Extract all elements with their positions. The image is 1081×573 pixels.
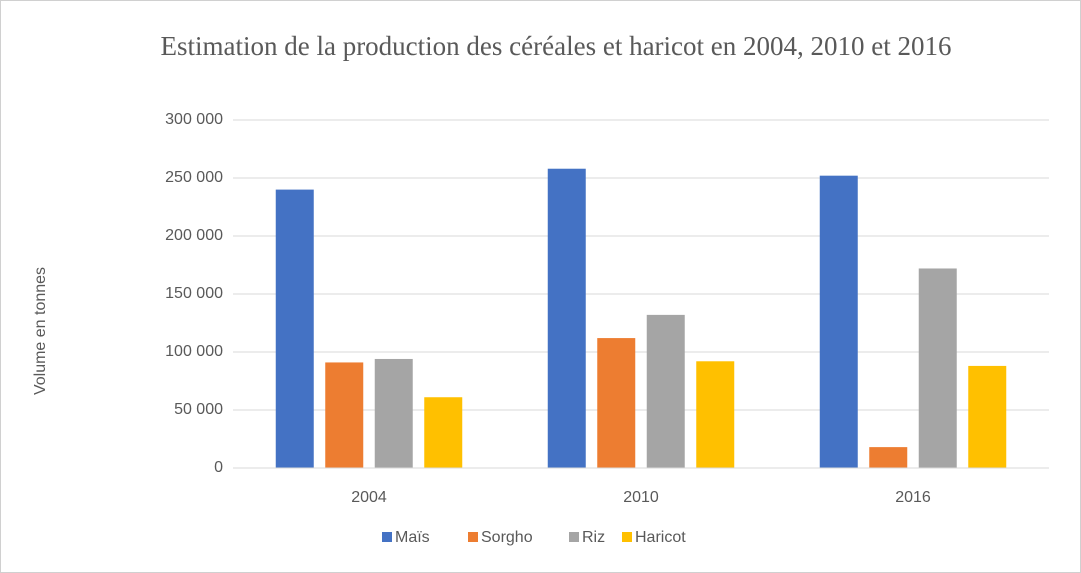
- legend-label: Riz: [582, 529, 605, 546]
- bar: [819, 175, 858, 468]
- legend-swatch: [569, 532, 579, 542]
- legend-swatch: [468, 532, 478, 542]
- chart-title: Estimation de la production des céréales…: [160, 31, 952, 61]
- bar: [275, 189, 314, 468]
- bar: [424, 397, 463, 468]
- bar: [374, 358, 413, 468]
- y-tick-label: 0: [214, 459, 223, 476]
- y-tick-label: 50 000: [174, 401, 223, 418]
- y-tick-label: 200 000: [165, 227, 223, 244]
- y-tick-label: 100 000: [165, 343, 223, 360]
- bar: [968, 365, 1007, 468]
- bar: [547, 168, 586, 468]
- legend-swatch: [382, 532, 392, 542]
- y-axis-label: Volume en tonnes: [32, 267, 49, 395]
- bar: [325, 362, 364, 468]
- bar: [696, 361, 735, 468]
- legend-swatch: [622, 532, 632, 542]
- x-tick-label: 2004: [351, 489, 387, 506]
- legend-label: Haricot: [635, 529, 686, 546]
- legend-label: Sorgho: [481, 529, 533, 546]
- bar: [597, 338, 636, 468]
- x-tick-label: 2016: [895, 489, 931, 506]
- bar: [918, 268, 957, 468]
- y-tick-label: 300 000: [165, 111, 223, 128]
- legend-label: Maïs: [395, 529, 430, 546]
- bar: [869, 447, 908, 468]
- y-tick-label: 250 000: [165, 169, 223, 186]
- x-tick-label: 2010: [623, 489, 659, 506]
- y-tick-label: 150 000: [165, 285, 223, 302]
- bar: [646, 314, 685, 468]
